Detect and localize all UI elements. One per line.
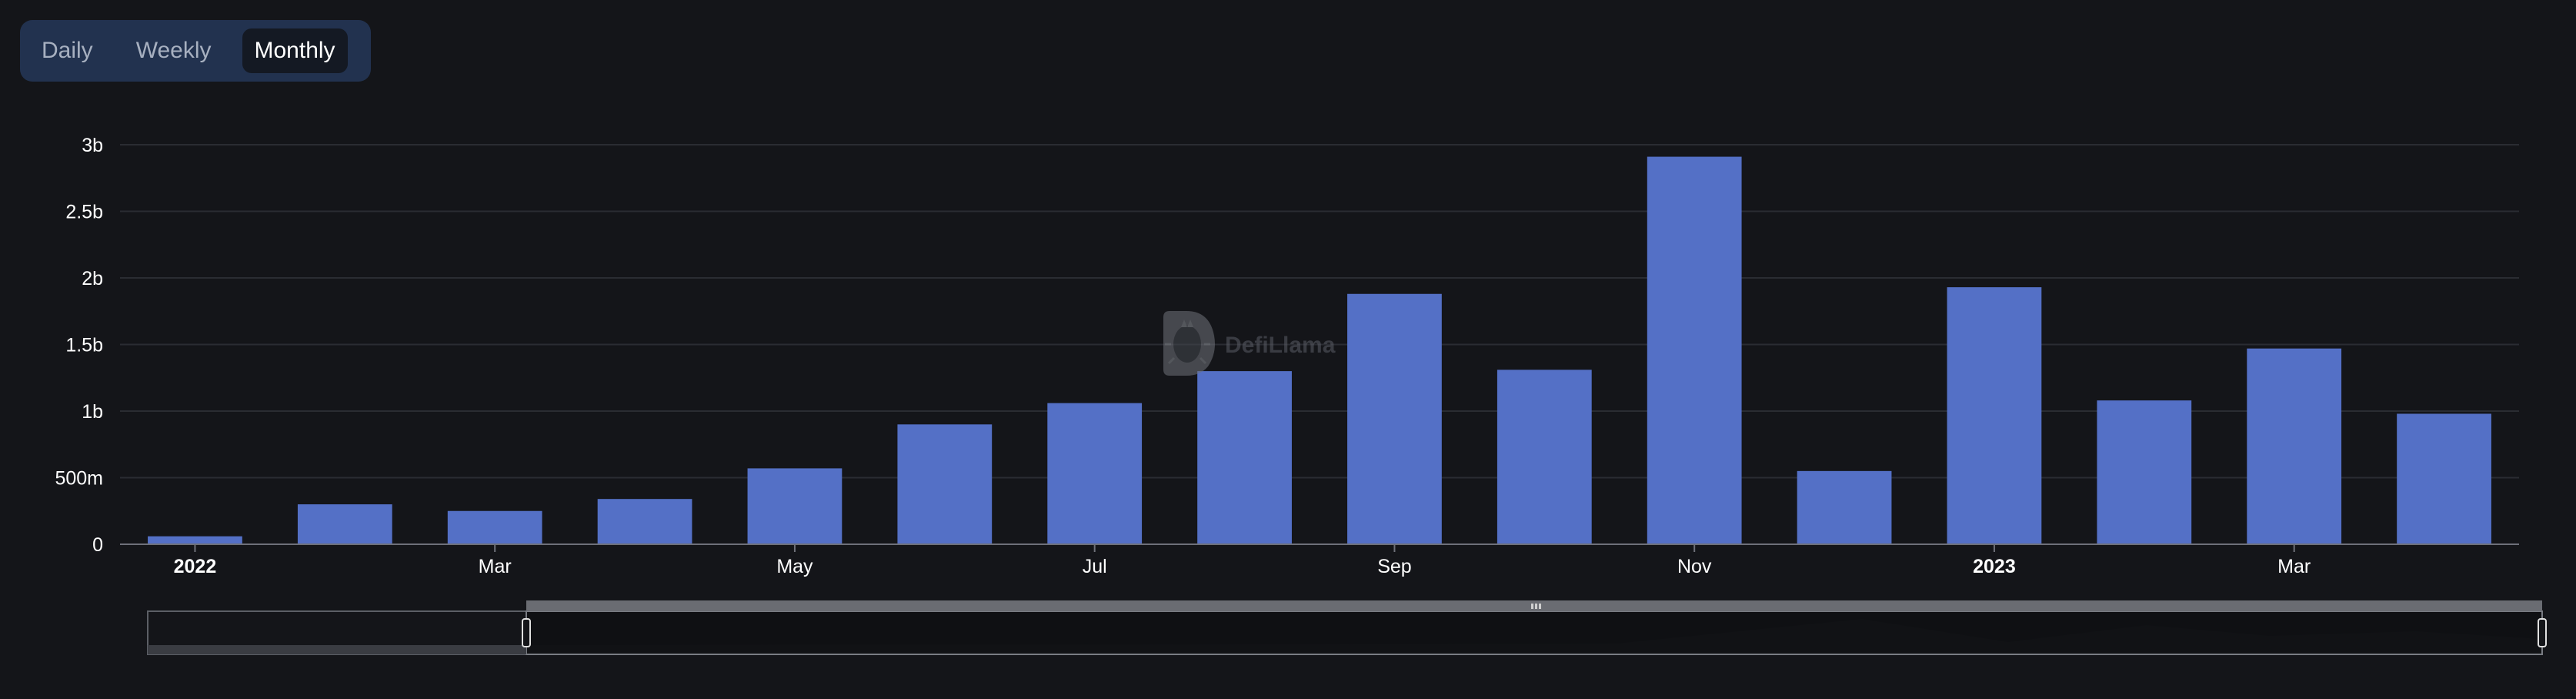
bar-2022-07[interactable] [1047, 403, 1143, 544]
bars [148, 156, 2491, 544]
data-zoom-slider[interactable] [147, 600, 2547, 655]
y-tick-label: 1b [82, 401, 103, 423]
y-tick-label: 0 [92, 534, 103, 556]
x-tick-label: Mar [2277, 556, 2311, 577]
y-axis: 0 500m 1b 1.5b 2b 2.5b 3b [55, 135, 103, 556]
x-tick-label: Sep [1377, 556, 1411, 577]
x-tick-label: May [776, 556, 813, 577]
x-tick-label: Nov [1677, 556, 1712, 577]
y-tick-label: 3b [82, 135, 103, 156]
llama-logo-icon [1163, 311, 1215, 376]
zoom-selected-window[interactable] [526, 610, 2543, 655]
x-tick-label: Mar [479, 556, 512, 577]
daily-button[interactable]: Daily [42, 38, 93, 63]
bar-2022-09[interactable] [1347, 293, 1442, 544]
zoom-move-bar[interactable] [526, 600, 2542, 611]
bar-2023-04[interactable] [2397, 413, 2491, 544]
y-tick-label: 2.5b [65, 202, 103, 223]
bar-2023-01[interactable] [1947, 287, 2042, 544]
y-tick-label: 500m [55, 468, 103, 490]
y-tick-label: 2b [82, 268, 103, 289]
bar-2022-05[interactable] [747, 468, 843, 544]
bar-2022-02[interactable] [297, 504, 392, 544]
watermark: DefiLlama [1163, 311, 1336, 376]
bar-2022-04[interactable] [597, 499, 692, 544]
bar-2022-01[interactable] [148, 536, 242, 544]
zoom-right-handle[interactable] [2538, 618, 2547, 647]
x-axis: 2022 Mar May Jul Sep Nov 2023 Mar [120, 543, 2519, 577]
grid-lines [120, 144, 2519, 479]
bar-2022-10[interactable] [1497, 370, 1592, 544]
bar-2023-03[interactable] [2247, 348, 2342, 544]
monthly-button[interactable]: Monthly [242, 28, 348, 73]
x-tick-label: 2022 [174, 556, 217, 577]
bar-2022-08[interactable] [1197, 371, 1292, 544]
watermark-text: DefiLlama [1225, 333, 1336, 358]
period-toggle: Daily Weekly Monthly [20, 20, 371, 82]
zoom-unselected-bar [148, 645, 526, 654]
zoom-move-grip-icon [1531, 604, 1541, 609]
bar-2022-12[interactable] [1797, 470, 1892, 544]
bar-2022-06[interactable] [897, 424, 993, 544]
zoom-left-handle[interactable] [522, 618, 531, 647]
weekly-button[interactable]: Weekly [135, 38, 212, 63]
x-tick-label: 2023 [1973, 556, 2016, 577]
x-tick-label: Jul [1083, 556, 1107, 577]
bar-2022-11[interactable] [1647, 156, 1742, 544]
bar-2022-03[interactable] [447, 510, 542, 544]
y-tick-label: 1.5b [65, 335, 103, 356]
bar-2023-02[interactable] [2097, 400, 2192, 544]
